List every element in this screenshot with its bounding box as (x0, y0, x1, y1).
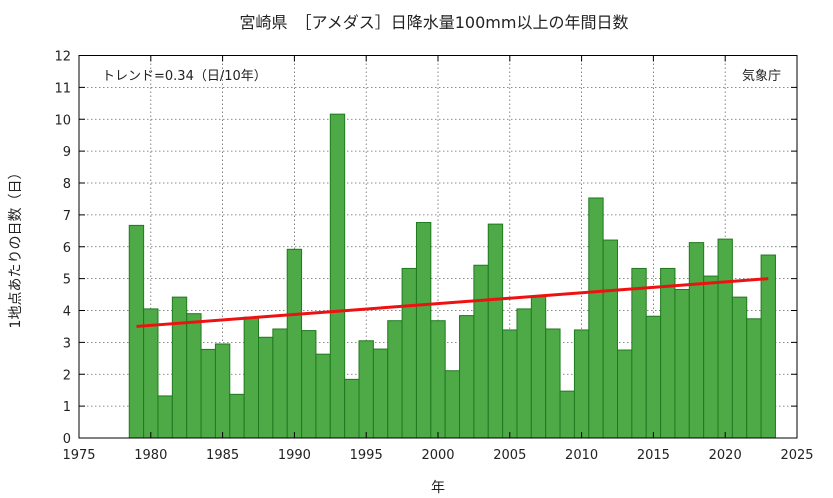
x-tick-label: 2020 (709, 448, 742, 463)
bar-1995 (358, 340, 374, 439)
x-tick-label: 1975 (62, 448, 95, 463)
x-tick-label: 2000 (421, 448, 454, 463)
bar-1980 (143, 308, 159, 439)
bar-2003 (473, 264, 489, 439)
bar-1998 (401, 267, 417, 439)
bar-1982 (171, 296, 188, 439)
bar-2017 (674, 288, 690, 439)
x-tick-label: 1990 (278, 448, 311, 463)
bar-2018 (688, 242, 705, 439)
bar-1997 (387, 320, 403, 439)
y-tick-label: 11 (54, 81, 71, 96)
bar-1985 (214, 343, 231, 439)
bar-1992 (315, 353, 331, 439)
y-axis-label: 1地点あたりの日数（日） (8, 166, 24, 329)
bar-2019 (703, 275, 719, 439)
bar-1990 (286, 248, 303, 439)
y-tick-label: 1 (63, 400, 71, 415)
bar-2014 (631, 267, 647, 439)
x-tick-label: 1985 (206, 448, 239, 463)
bar-2007 (530, 295, 547, 439)
bar-1986 (229, 393, 245, 439)
trend-line-group (136, 277, 769, 328)
bar-2022 (746, 318, 762, 439)
x-tick-label: 1995 (350, 448, 383, 463)
bar-1996 (372, 348, 389, 439)
bar-1987 (243, 316, 259, 439)
y-tick-label: 4 (63, 305, 71, 320)
bar-2009 (559, 390, 575, 439)
bar-2011 (588, 197, 604, 439)
y-tick-label: 0 (63, 432, 71, 447)
x-axis-label: 年 (431, 480, 445, 496)
bar-2012 (602, 239, 619, 439)
trend-annotation: トレンド=0.34（日/10年） (102, 69, 267, 84)
y-tick-label: 12 (54, 50, 71, 65)
y-tick-label: 2 (63, 368, 71, 383)
bar-1994 (344, 378, 360, 439)
bar-1989 (272, 328, 288, 439)
bar-1984 (200, 348, 216, 439)
y-tick-label: 10 (54, 113, 71, 128)
bar-2016 (660, 267, 676, 439)
chart-title: 宮崎県 ［アメダス］日降水量100mm以上の年間日数 (240, 13, 629, 32)
x-tick-label: 2005 (493, 448, 526, 463)
x-tick-label: 1980 (134, 448, 167, 463)
bar-1979 (128, 224, 145, 439)
x-tick-label: 2015 (637, 448, 670, 463)
bar-2015 (645, 315, 662, 439)
bar-2020 (717, 238, 733, 439)
x-tick-label: 2010 (565, 448, 598, 463)
bar-1999 (415, 222, 432, 439)
y-tick-label: 9 (63, 145, 71, 160)
y-tick-label: 5 (63, 273, 71, 288)
bar-2023 (760, 254, 776, 439)
bar-1983 (186, 313, 202, 439)
bar-1991 (301, 330, 317, 439)
bar-2008 (545, 328, 561, 439)
bar-2002 (459, 315, 475, 439)
x-axis-ticks: 1975 1980 1985 1990 1995 2000 2005 2010 2015 2020… (62, 55, 814, 463)
bar-1981 (157, 395, 173, 439)
bar-2010 (573, 329, 590, 439)
bar-2001 (444, 370, 461, 439)
x-tick-label: 2025 (780, 448, 813, 463)
bar-2004 (487, 223, 504, 439)
bar-1993 (329, 113, 346, 439)
bar-2006 (516, 308, 532, 439)
y-tick-label: 7 (63, 209, 71, 224)
bar-2005 (502, 329, 518, 439)
trend-line (136, 277, 769, 328)
source-label: 気象庁 (742, 68, 781, 84)
bar-2013 (617, 349, 633, 439)
y-tick-label: 8 (63, 177, 71, 192)
y-tick-label: 3 (63, 336, 71, 351)
bar-2021 (731, 296, 748, 439)
bar-1988 (258, 336, 274, 439)
bar-2000 (430, 320, 446, 439)
y-tick-label: 6 (63, 241, 71, 256)
